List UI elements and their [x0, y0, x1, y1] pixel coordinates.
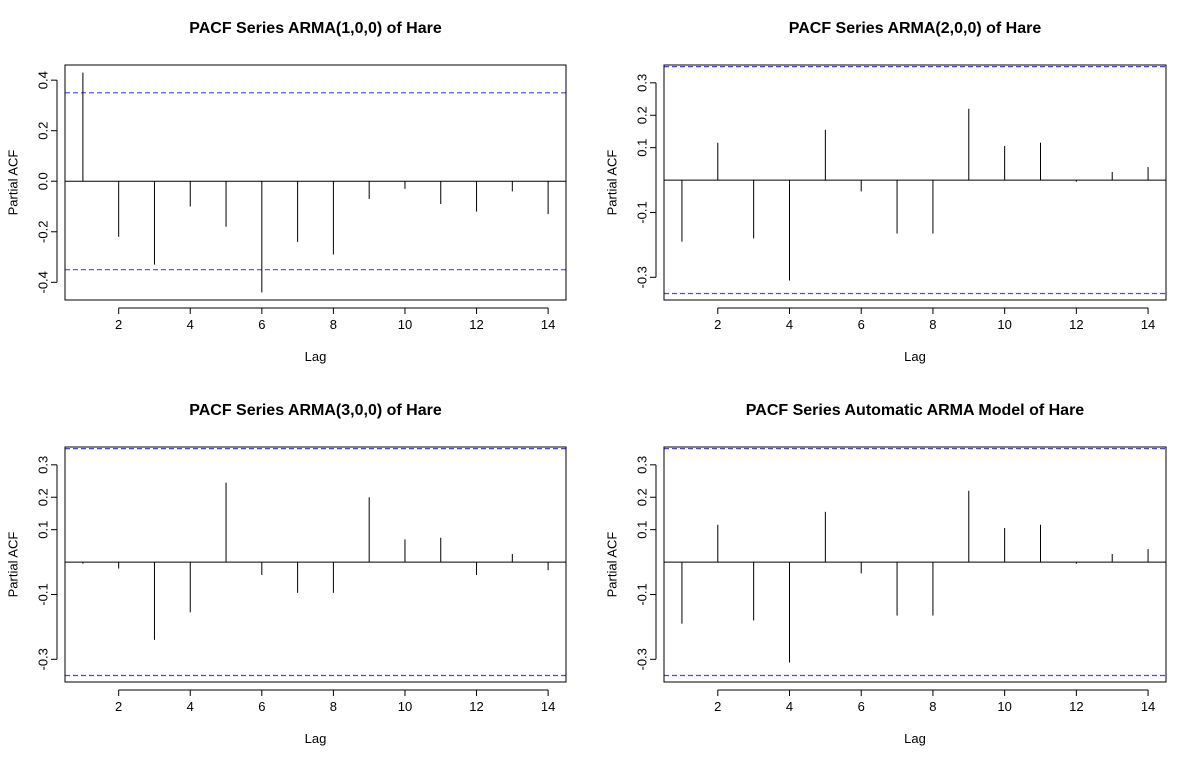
x-tick-label: 14	[1141, 699, 1155, 714]
x-tick-label: 12	[469, 699, 483, 714]
panel-arma-100: PACF Series ARMA(1,0,0) of Hare 2 4 6 8 10 12 1…	[6, 20, 567, 364]
plot-frame	[663, 64, 1167, 301]
x-tick-label: 2	[115, 699, 122, 714]
x-tick-label: 2	[115, 317, 122, 332]
x-axis-label: Lag	[305, 731, 327, 746]
y-tick-label: 0.1	[635, 139, 650, 157]
x-axis: 2 4 6 8 10 12 14	[714, 307, 1155, 332]
chart-title: PACF Series ARMA(2,0,0) of Hare	[789, 20, 1042, 37]
y-axis-label: Partial ACF	[6, 150, 21, 216]
y-axis: -0.3 -0.1 0.1 0.2 0.3	[635, 456, 657, 671]
x-tick-label: 8	[929, 699, 936, 714]
chart-title: PACF Series Automatic ARMA Model of Hare	[746, 402, 1085, 419]
x-tick-label: 14	[1141, 317, 1155, 332]
y-tick-label: -0.2	[36, 221, 51, 243]
x-tick-label: 6	[858, 699, 865, 714]
y-tick-label: 0.3	[635, 456, 650, 474]
plot-frame	[663, 446, 1167, 683]
x-tick-label: 10	[997, 699, 1011, 714]
y-axis: -0.3 -0.1 0.1 0.2 0.3	[635, 74, 657, 289]
x-tick-label: 8	[929, 317, 936, 332]
x-tick-label: 6	[258, 317, 265, 332]
x-axis-label: Lag	[305, 349, 327, 364]
y-tick-label: -0.4	[36, 271, 51, 293]
y-tick-label: 0.1	[635, 521, 650, 539]
y-tick-label: -0.1	[635, 583, 650, 605]
x-tick-label: 10	[398, 317, 412, 332]
x-tick-label: 12	[1069, 699, 1083, 714]
x-tick-label: 10	[997, 317, 1011, 332]
y-tick-label: -0.1	[36, 583, 51, 605]
y-tick-label: 0.3	[36, 456, 51, 474]
x-tick-label: 8	[330, 699, 337, 714]
y-axis-label: Partial ACF	[605, 532, 620, 598]
y-axis-label: Partial ACF	[605, 150, 620, 216]
x-tick-label: 14	[541, 699, 555, 714]
panel-auto-arma: PACF Series Automatic ARMA Model of Hare…	[605, 402, 1167, 746]
y-axis: -0.3 -0.1 0.1 0.2 0.3	[36, 456, 58, 671]
x-tick-label: 8	[330, 317, 337, 332]
x-tick-label: 4	[187, 317, 194, 332]
y-tick-label: -0.3	[36, 648, 51, 670]
y-tick-label: 0.2	[36, 488, 51, 506]
x-tick-label: 10	[398, 699, 412, 714]
y-tick-label: 0.1	[36, 521, 51, 539]
x-tick-label: 6	[258, 699, 265, 714]
x-tick-label: 2	[714, 699, 721, 714]
y-tick-label: 0.2	[635, 106, 650, 124]
x-tick-label: 6	[858, 317, 865, 332]
plot-frame	[64, 446, 567, 683]
x-tick-label: 2	[714, 317, 721, 332]
x-tick-label: 4	[786, 317, 793, 332]
x-axis-label: Lag	[904, 731, 926, 746]
chart-title: PACF Series ARMA(3,0,0) of Hare	[189, 402, 442, 419]
x-axis: 2 4 6 8 10 12 14	[115, 689, 555, 714]
panel-arma-300: PACF Series ARMA(3,0,0) of Hare 2 4 6 8 10 12 1…	[6, 402, 567, 746]
y-tick-label: 0.3	[635, 74, 650, 92]
y-tick-label: 0.2	[36, 122, 51, 140]
x-tick-label: 12	[1069, 317, 1083, 332]
y-tick-label: -0.3	[635, 266, 650, 288]
x-tick-label: 14	[541, 317, 555, 332]
x-tick-label: 4	[786, 699, 793, 714]
y-tick-label: 0.0	[36, 172, 51, 190]
x-tick-label: 4	[187, 699, 194, 714]
x-axis: 2 4 6 8 10 12 14	[115, 307, 555, 332]
panel-arma-200: PACF Series ARMA(2,0,0) of Hare 2 4 6 8 10 12 1…	[605, 20, 1167, 364]
x-tick-label: 12	[469, 317, 483, 332]
x-axis: 2 4 6 8 10 12 14	[714, 689, 1155, 714]
y-tick-label: 0.4	[36, 71, 51, 89]
y-tick-label: -0.3	[635, 648, 650, 670]
y-tick-label: -0.1	[635, 201, 650, 223]
y-tick-label: 0.2	[635, 488, 650, 506]
x-axis-label: Lag	[904, 349, 926, 364]
plot-frame	[64, 64, 567, 301]
y-axis-label: Partial ACF	[6, 532, 21, 598]
chart-title: PACF Series ARMA(1,0,0) of Hare	[189, 20, 442, 37]
y-axis: -0.4 -0.2 0.0 0.2 0.4	[36, 71, 58, 294]
